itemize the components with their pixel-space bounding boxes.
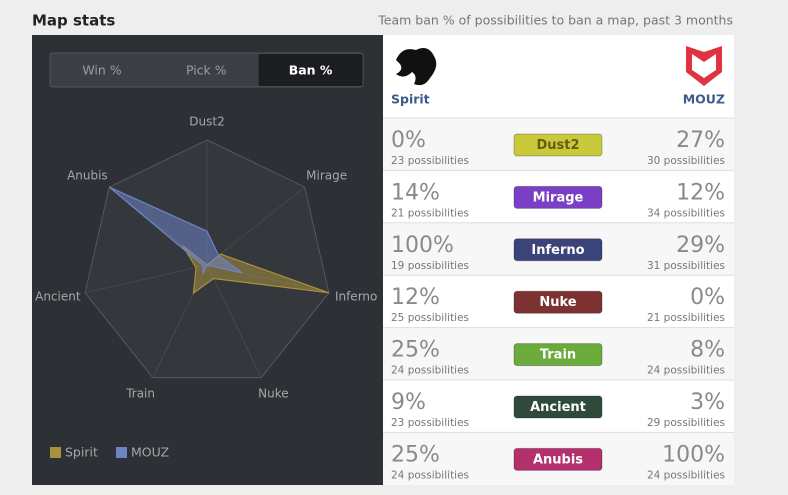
right-possibilities: 29 possibilities xyxy=(647,417,725,429)
mouz-logo xyxy=(686,46,722,86)
right-percent: 27% xyxy=(676,128,725,153)
map-badge xyxy=(513,238,603,262)
left-possibilities: 21 possibilities xyxy=(391,207,469,219)
map-name: Inferno xyxy=(531,243,584,258)
tab[interactable]: Win % xyxy=(82,63,121,78)
legend-label[interactable]: MOUZ xyxy=(131,445,169,460)
map-badge xyxy=(513,447,603,471)
legend-swatch xyxy=(116,447,127,458)
legend-label[interactable]: Spirit xyxy=(65,445,98,460)
left-percent: 12% xyxy=(391,285,440,310)
left-possibilities: 23 possibilities xyxy=(391,155,469,167)
right-possibilities: 34 possibilities xyxy=(647,207,725,219)
left-percent: 0% xyxy=(391,128,426,153)
right-possibilities: 24 possibilities xyxy=(647,365,725,377)
map-badge xyxy=(513,133,603,157)
right-percent: 100% xyxy=(662,442,725,467)
map-name: Dust2 xyxy=(536,138,579,153)
title: Map stats xyxy=(32,12,115,30)
team-name: Spirit xyxy=(391,92,430,107)
left-percent: 25% xyxy=(391,442,440,467)
left-possibilities: 23 possibilities xyxy=(391,417,469,429)
axis-label: Ancient xyxy=(35,289,81,303)
tab-active xyxy=(258,54,363,86)
right-percent: 0% xyxy=(690,285,725,310)
left-possibilities: 19 possibilities xyxy=(391,260,469,272)
axis-label: Mirage xyxy=(306,168,347,182)
ban-table: Spirit MOUZ 0% 23 possibilities 27% 30 possib… xyxy=(383,92,734,485)
spoke xyxy=(206,186,306,266)
spirit-logo xyxy=(396,48,437,86)
right-percent: 3% xyxy=(690,390,725,415)
legend-swatch xyxy=(50,447,61,458)
tab[interactable]: Pick % xyxy=(186,63,227,78)
right-possibilities: 24 possibilities xyxy=(647,469,725,481)
axis-label: Dust2 xyxy=(189,115,224,129)
radar-chart: Dust2 Mirage Inferno Nuke Train Ancient Anubis… xyxy=(35,115,377,460)
right-possibilities: 30 possibilities xyxy=(647,155,725,167)
map-badge xyxy=(513,343,603,367)
map-badge xyxy=(513,185,603,209)
right-possibilities: 21 possibilities xyxy=(647,312,725,324)
spoke xyxy=(206,264,262,378)
map-name: Anubis xyxy=(533,452,583,467)
left-possibilities: 24 possibilities xyxy=(391,365,469,377)
map-name: Nuke xyxy=(539,295,576,310)
axis-label: Anubis xyxy=(67,168,108,182)
map-name: Ancient xyxy=(530,400,586,415)
left-percent: 100% xyxy=(391,233,454,258)
spoke xyxy=(85,264,208,294)
left-percent: 14% xyxy=(391,180,440,205)
left-possibilities: 25 possibilities xyxy=(391,312,469,324)
axis-label: Train xyxy=(125,386,155,400)
right-percent: 29% xyxy=(676,233,725,258)
right-percent: 8% xyxy=(690,338,725,363)
left-possibilities: 24 possibilities xyxy=(391,469,469,481)
left-percent: 9% xyxy=(391,390,426,415)
left-percent: 25% xyxy=(391,338,440,363)
right-possibilities: 31 possibilities xyxy=(647,260,725,272)
map-badge xyxy=(513,290,603,314)
map-name: Mirage xyxy=(533,190,584,205)
axis-label: Inferno xyxy=(335,289,377,303)
map-badge xyxy=(513,395,603,419)
team-name: MOUZ xyxy=(683,92,725,107)
tab[interactable]: Ban % xyxy=(289,63,333,78)
series-area xyxy=(108,186,243,275)
subtitle: Team ban % of possibilities to ban a map… xyxy=(377,13,733,28)
right-percent: 12% xyxy=(676,180,725,205)
map-name: Train xyxy=(540,348,576,363)
axis-label: Nuke xyxy=(258,386,289,400)
